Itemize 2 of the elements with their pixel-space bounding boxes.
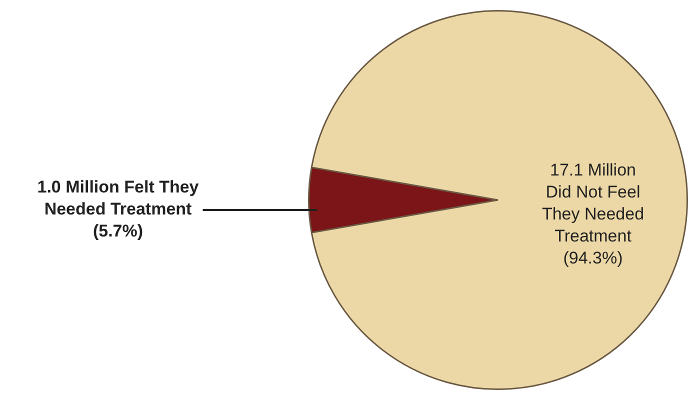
slice-label: 1.0 Million Felt They Needed Treatment (5.7%) [37,178,200,241]
slice-label: 17.1 Million Did Not Feel They Needed Treatment (94.3%) [542,160,644,268]
